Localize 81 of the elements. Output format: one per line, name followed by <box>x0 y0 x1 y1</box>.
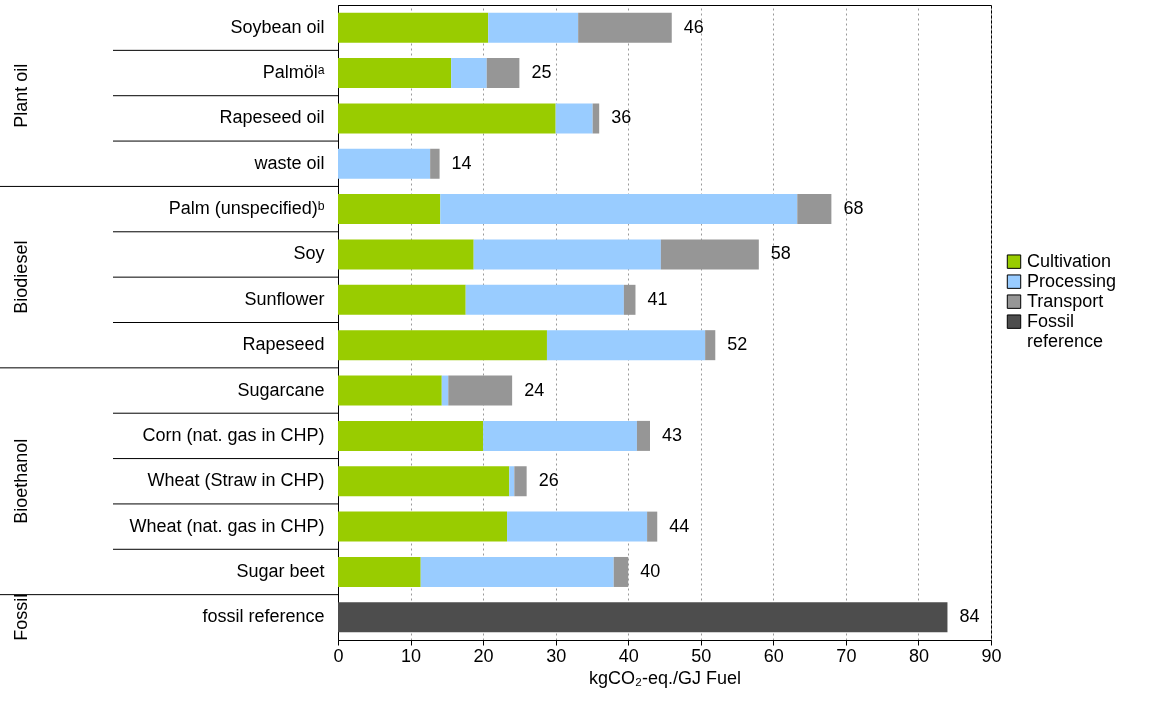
total-label: 52 <box>727 334 748 355</box>
bar <box>440 194 798 225</box>
bar <box>338 466 510 497</box>
bar <box>338 420 484 451</box>
total-label: 84 <box>959 606 980 627</box>
y-tick-label: fossil reference <box>202 606 325 627</box>
bar <box>420 556 614 587</box>
total-label: 58 <box>770 243 791 264</box>
bar <box>451 58 487 89</box>
bar <box>483 420 637 451</box>
legend-label: Transport <box>1027 290 1104 311</box>
y-tick-label: Wheat (nat. gas in CHP) <box>129 515 325 536</box>
bar <box>338 148 431 179</box>
x-tick-label: 70 <box>836 645 857 666</box>
bar <box>338 375 442 406</box>
y-tick-label: Wheat (Straw in CHP) <box>147 470 325 491</box>
x-axis-title: kgCO₂-eq./GJ Fuel <box>588 667 742 688</box>
bar <box>647 511 658 542</box>
text: Plant oil <box>11 63 31 128</box>
total-label: 68 <box>843 198 864 219</box>
bar <box>338 12 489 43</box>
bar <box>430 148 440 179</box>
total-label: 44 <box>669 515 690 536</box>
bar <box>465 284 624 315</box>
y-tick-label: Sugarcane <box>237 379 325 400</box>
total-label: 36 <box>611 107 632 128</box>
total-label: 46 <box>683 16 704 37</box>
x-tick-label: 40 <box>618 645 639 666</box>
total-label: 40 <box>640 560 661 581</box>
text: Fossil <box>11 593 31 641</box>
bar <box>338 330 547 361</box>
y-tick-label: Sunflower <box>244 288 325 309</box>
bar <box>338 511 508 542</box>
x-tick-label: 80 <box>908 645 929 666</box>
y-tick-label: Palm (unspecified)ᵇ <box>168 198 325 219</box>
total-label: 25 <box>531 62 552 83</box>
y-tick-label: Soybean oil <box>230 16 325 37</box>
y-tick-label: waste oil <box>253 152 325 173</box>
total-label: 24 <box>524 379 545 400</box>
total-label: 43 <box>661 424 683 445</box>
bar <box>514 466 527 497</box>
bar <box>338 58 452 89</box>
text: Biodiesel <box>11 240 31 314</box>
y-tick-label: Palmölᵃ <box>262 62 325 83</box>
legend-label: Cultivation <box>1027 250 1112 271</box>
x-tick-label: 20 <box>473 645 494 666</box>
total-label: 14 <box>451 152 472 173</box>
x-tick-label: 90 <box>981 645 1002 666</box>
bar <box>636 420 650 451</box>
y-tick-label: Rapeseed <box>242 334 325 355</box>
bar <box>488 12 579 43</box>
bar <box>705 330 716 361</box>
total-label: 41 <box>647 288 668 309</box>
x-tick-label: 10 <box>401 645 422 666</box>
bar <box>546 330 706 361</box>
x-tick-label: 30 <box>546 645 567 666</box>
bar <box>473 239 661 270</box>
bar <box>592 103 600 134</box>
bar <box>338 284 466 315</box>
bar <box>555 103 593 134</box>
bar <box>338 556 421 587</box>
x-tick-label: 50 <box>691 645 712 666</box>
y-tick-label: Soy <box>293 243 325 264</box>
text: Bioethanol <box>11 438 31 524</box>
legend-label: Processing <box>1027 270 1117 291</box>
bar <box>338 602 948 633</box>
bar <box>797 194 832 225</box>
bar <box>441 375 449 406</box>
bar <box>507 511 648 542</box>
legend-label: Fossil reference <box>1027 310 1104 351</box>
x-tick-label: 0 <box>333 645 344 666</box>
bar <box>338 194 441 225</box>
y-tick-label: Sugar beet <box>236 560 325 581</box>
bar <box>338 103 556 134</box>
bar <box>338 239 474 270</box>
x-tick-label: 60 <box>763 645 784 666</box>
bar <box>486 58 520 89</box>
y-tick-label: Rapeseed oil <box>219 107 325 128</box>
total-label: 26 <box>538 470 559 491</box>
y-tick-label: Corn (nat. gas in CHP) <box>142 424 325 445</box>
bar <box>509 466 515 497</box>
